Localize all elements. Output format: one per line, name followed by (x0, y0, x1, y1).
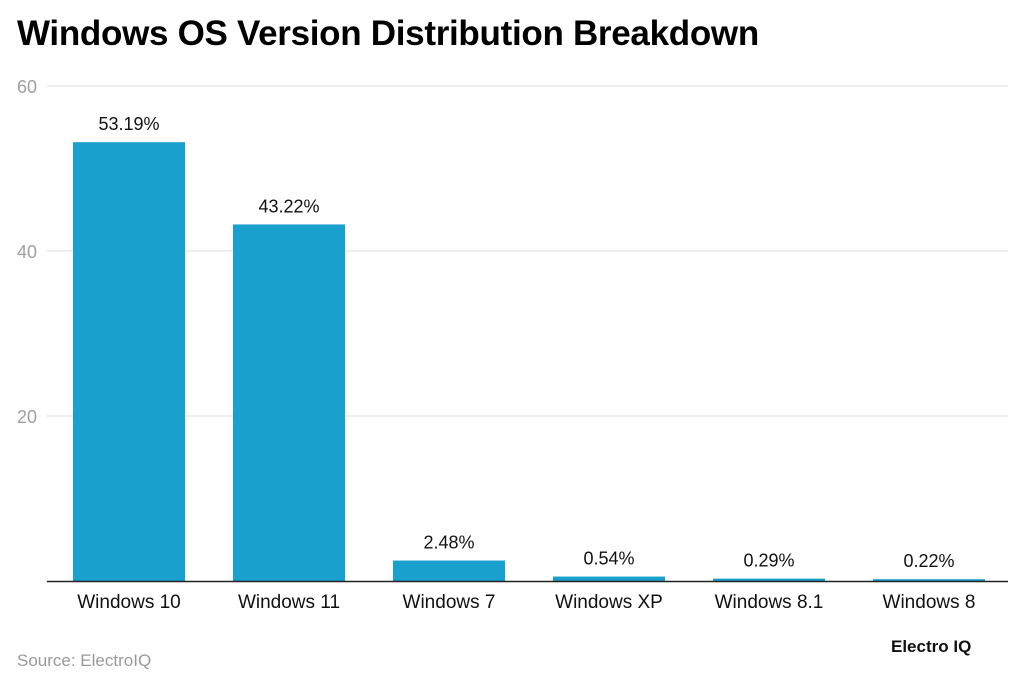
bar (553, 576, 665, 581)
x-axis-labels: Windows 10 Windows 11 Windows 7 Windows XP W… (77, 592, 975, 613)
y-axis-ticks: 20 40 60 (17, 77, 37, 427)
x-category-label: Windows 11 (238, 592, 340, 613)
bar-value-label: 53.19% (98, 114, 159, 134)
x-category-label: Windows XP (555, 592, 663, 613)
bars (73, 142, 985, 581)
y-tick-label: 40 (17, 242, 37, 262)
bar-value-label: 0.22% (903, 551, 954, 571)
y-tick-label: 60 (17, 77, 37, 97)
bar-value-label: 2.48% (423, 533, 474, 553)
y-tick-label: 20 (17, 407, 37, 427)
brand-logo: Electro IQ (891, 637, 972, 656)
bar-value-label: 43.22% (258, 196, 319, 216)
bar (393, 560, 505, 581)
x-category-label: Windows 8.1 (715, 592, 824, 613)
bar (73, 142, 185, 581)
bar (873, 579, 985, 581)
source-note: Source: ElectroIQ (17, 651, 152, 670)
x-category-label: Windows 10 (77, 592, 181, 613)
x-category-label: Windows 8 (883, 592, 976, 613)
value-labels: 53.19% 43.22% 2.48% 0.54% 0.29% 0.22% (98, 114, 954, 571)
bar-value-label: 0.54% (583, 549, 634, 569)
x-category-label: Windows 7 (403, 592, 496, 613)
bar (233, 224, 345, 581)
bar-value-label: 0.29% (743, 551, 794, 571)
grid-lines (47, 85, 1008, 417)
bar (713, 578, 825, 581)
chart-title: Windows OS Version Distribution Breakdow… (17, 14, 759, 53)
